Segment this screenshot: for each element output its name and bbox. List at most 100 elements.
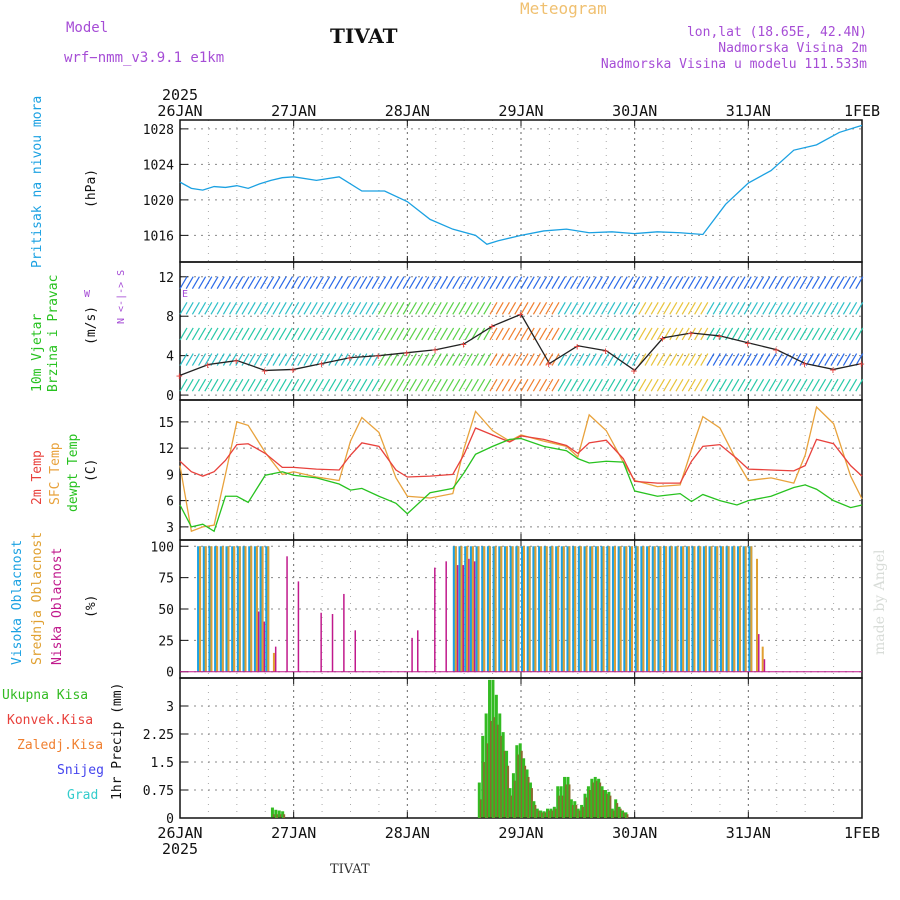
convective-precip-bar [524, 765, 527, 818]
wind-barb [762, 327, 771, 341]
wind-barb [328, 353, 337, 366]
wind-barb [452, 276, 461, 290]
wind-barb [390, 353, 399, 366]
wind-barb [824, 353, 833, 366]
mid-cloud-bar [596, 546, 599, 672]
wind-barb [396, 327, 405, 341]
wind-barb [396, 353, 405, 366]
wind-barb [731, 353, 740, 366]
wind-barb [762, 276, 771, 290]
wind-barb [780, 276, 789, 290]
wind-barb [669, 353, 678, 366]
precip-legend-freezing: Zaledj.Kisa [17, 738, 104, 753]
wind-barb [315, 327, 324, 341]
wind-barb [793, 378, 802, 392]
y-tick-label: 1024 [143, 158, 174, 173]
convective-precip-bar [609, 795, 612, 818]
wind-barb [328, 302, 337, 315]
wind-barb [632, 378, 641, 392]
wind-barb [681, 302, 690, 315]
y-tick-label: 8 [166, 310, 174, 325]
wind-barb [780, 327, 789, 341]
wind-barb [700, 276, 709, 290]
wind-marker: + [688, 327, 695, 340]
wind-barb [278, 302, 287, 315]
wind-barb [334, 378, 343, 392]
wind-barb [260, 302, 269, 315]
wind-barb [613, 327, 622, 341]
wind-barb [291, 353, 300, 366]
wind-barb [402, 353, 411, 366]
wind-barb [601, 276, 610, 290]
total-precip-bar [576, 808, 580, 818]
wind-barb [390, 378, 399, 392]
wind-barb [638, 378, 647, 392]
wind-barb [340, 353, 349, 366]
wind-barb [297, 327, 306, 341]
wind-barb [588, 276, 597, 290]
wind-marker: + [233, 355, 240, 368]
wind-barb [222, 302, 231, 315]
wind-barb [712, 378, 721, 392]
wind-barb [625, 327, 634, 341]
wind-barb [489, 276, 498, 290]
total-precip-bar [270, 807, 274, 818]
total-precip-bar [501, 732, 505, 818]
mid-cloud-bar [608, 546, 611, 672]
wind-barb [520, 327, 529, 341]
mid-cloud-bar [238, 546, 241, 672]
mid-cloud-bar [562, 546, 565, 672]
wind-barb [346, 302, 355, 315]
bottom-day-label: 28JAN [385, 824, 430, 842]
wind-barb [508, 378, 517, 392]
wind-barb [260, 327, 269, 341]
low-cloud-bar [468, 558, 470, 672]
y-tick-label: 3 [166, 521, 174, 536]
mid-cloud-bar [551, 546, 554, 672]
wind-barb [365, 302, 374, 315]
wind-barb [731, 327, 740, 341]
convective-precip-bar [588, 790, 591, 818]
wind-barb [216, 302, 225, 315]
convective-precip-bar [605, 793, 608, 818]
bottom-day-label: 30JAN [612, 824, 657, 842]
wind-barb [700, 378, 709, 392]
total-precip-bar [546, 808, 550, 818]
y-tick-label: 12 [158, 271, 174, 286]
convective-precip-bar [283, 814, 286, 818]
mid-cloud-bar [682, 546, 685, 672]
wind-barb [576, 353, 585, 366]
mid-cloud-bar [227, 546, 230, 672]
wind-barb [706, 302, 715, 315]
wind-barb [340, 302, 349, 315]
wind-barb [718, 327, 727, 341]
wind-barb [725, 302, 734, 315]
wind-barb [415, 378, 424, 392]
wind-marker: + [261, 364, 268, 377]
wind-barb [191, 353, 200, 366]
wind-barb [700, 353, 709, 366]
total-precip-bar [559, 786, 563, 818]
wind-barb [452, 378, 461, 392]
convective-precip-bar [578, 810, 581, 818]
wind-barb [266, 302, 275, 315]
wind-barb [241, 378, 250, 392]
wind-barb [334, 302, 343, 315]
wind-barb [818, 353, 827, 366]
wind-barb [675, 353, 684, 366]
wind-barb [694, 353, 703, 366]
wind-barb [229, 378, 238, 392]
wind-barb [253, 302, 262, 315]
wind-barb [687, 327, 696, 341]
wind-barb [247, 327, 256, 341]
wind-barb [811, 353, 820, 366]
wind-barb [179, 276, 188, 290]
wind-marker: + [290, 363, 297, 376]
wind-barb [198, 276, 207, 290]
low-cloud-bar [456, 565, 459, 672]
wind-barb [520, 302, 529, 315]
wind-barb [607, 302, 616, 315]
wind-marker: + [375, 350, 382, 363]
wind-barb [501, 276, 510, 290]
low-cloud-bar [462, 565, 464, 672]
